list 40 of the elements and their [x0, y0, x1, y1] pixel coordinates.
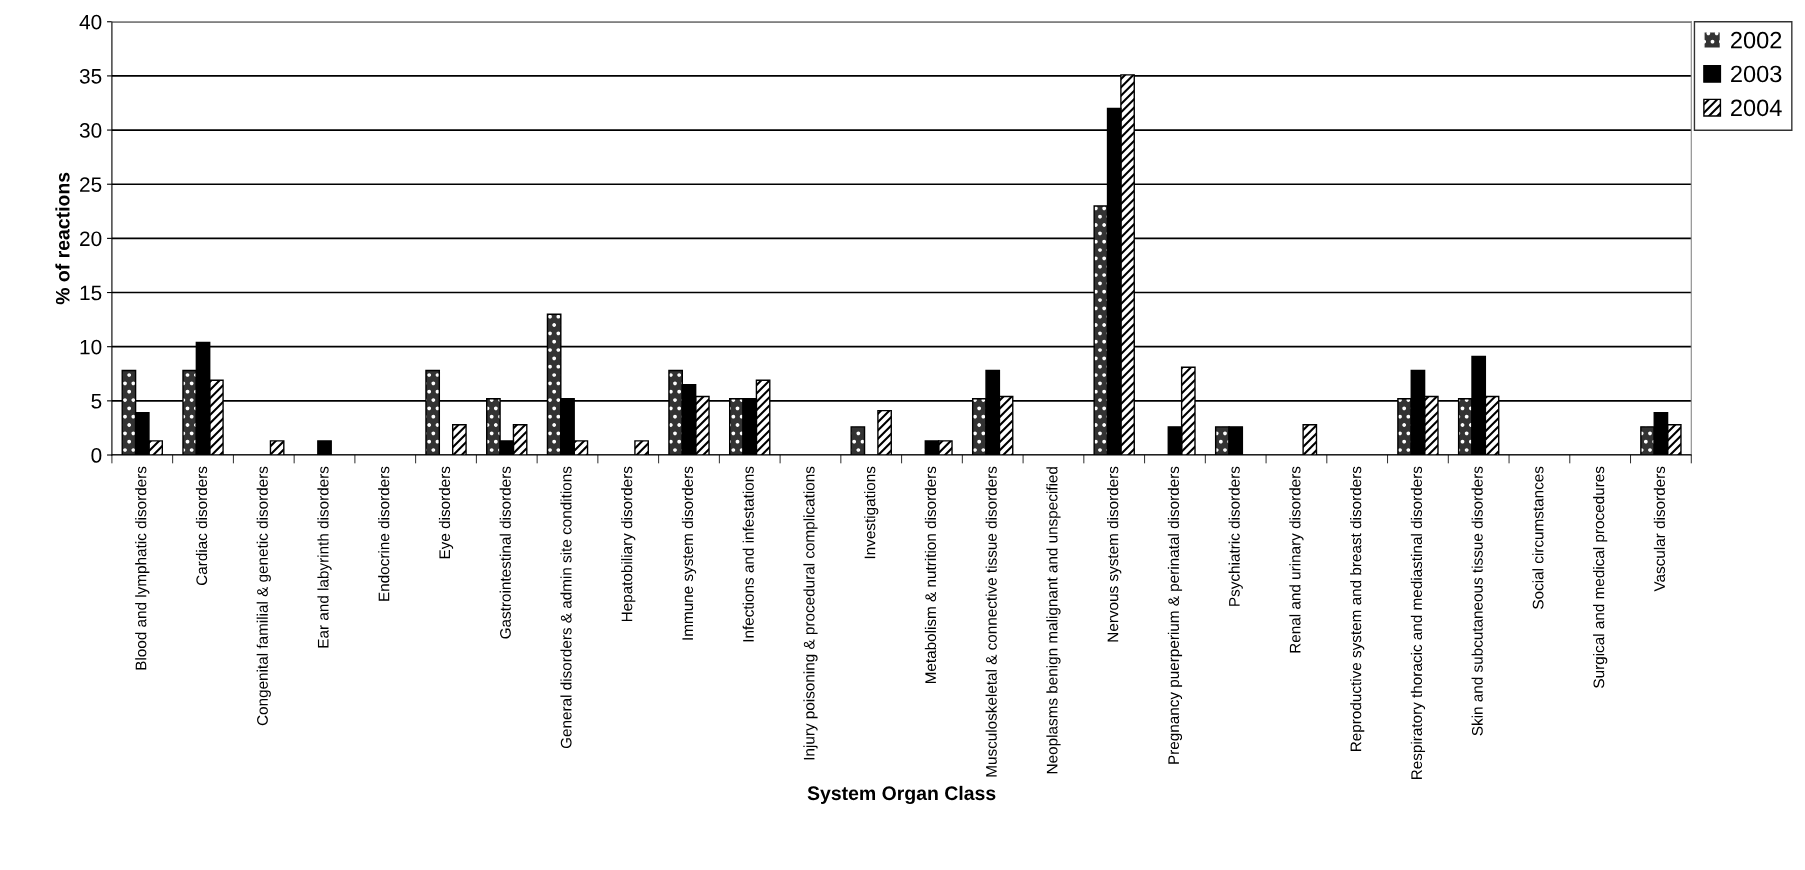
x-tick-label: Nervous system disorders [1107, 466, 1122, 642]
x-tick-label: Ear and labyrinth disorders [317, 466, 332, 648]
y-tick-label: 15 [80, 285, 102, 301]
y-tick-label: 30 [79, 123, 102, 138]
y-tick-label: 5 [91, 394, 102, 409]
y-tick-label: 25 [80, 177, 102, 192]
x-tick-label: Pregnancy puerperium & perinatal disorders [1167, 466, 1183, 764]
x-tick-label: Vascular disorders [1653, 466, 1666, 592]
x-tick-label: Immune system disorders [681, 466, 697, 640]
x-tick-label: Endocrine disorders [378, 466, 390, 601]
x-tick-label: Eye disorders [438, 466, 454, 559]
x-tick-label: Renal and urinary disorders [1289, 466, 1304, 653]
legend-label: 2003 [1731, 65, 1782, 83]
legend-label: 2004 [1731, 99, 1782, 117]
x-tick-label: Metabolism & nutrition disorders [924, 466, 937, 684]
legend-label: 2002 [1731, 31, 1782, 49]
y-tick-label: 35 [79, 68, 102, 84]
y-axis-title: % of reactions [55, 172, 70, 305]
x-tick-label: General disorders & admin site conditions [560, 466, 572, 749]
x-tick-label: Social circumstances [1532, 466, 1544, 609]
x-tick-label: Congenital familial & genetic disorders [256, 466, 271, 726]
x-axis-title: System Organ Class [807, 785, 996, 805]
x-tick-label: Skin and subcutaneous tissue disorders [1471, 466, 1483, 736]
y-tick-label: 40 [79, 14, 102, 30]
x-tick-label: Gastrointestinal disorders [499, 466, 511, 639]
x-tick-label: Musculoskeletal & connective tissue disorders [985, 466, 997, 777]
y-tick-label: 20 [80, 231, 102, 247]
x-tick-label: Injury poisoning & procedural complications [803, 466, 818, 760]
x-tick-label: Psychiatric disorders [1228, 466, 1243, 606]
x-tick-label: Reproductive system and breast disorders [1350, 466, 1365, 752]
x-tick-label: Infections and infestations [742, 466, 754, 642]
x-tick-label: Investigations [864, 466, 879, 559]
y-tick-label: 0 [91, 448, 102, 463]
x-tick-label: Neoplasms benign malignant and unspecified [1046, 467, 1061, 774]
y-tick-label: 10 [80, 339, 102, 355]
x-tick-label: Surgical and medical procedures [1593, 466, 1608, 688]
x-tick-label: Hepatobiliary disorders [621, 466, 636, 622]
x-tick-label: Blood and lymphatic disorders [135, 466, 150, 670]
x-tick-label: Respiratory thoracic and mediastinal disorders [1410, 466, 1426, 780]
x-tick-label: Cardiac disorders [195, 466, 208, 586]
